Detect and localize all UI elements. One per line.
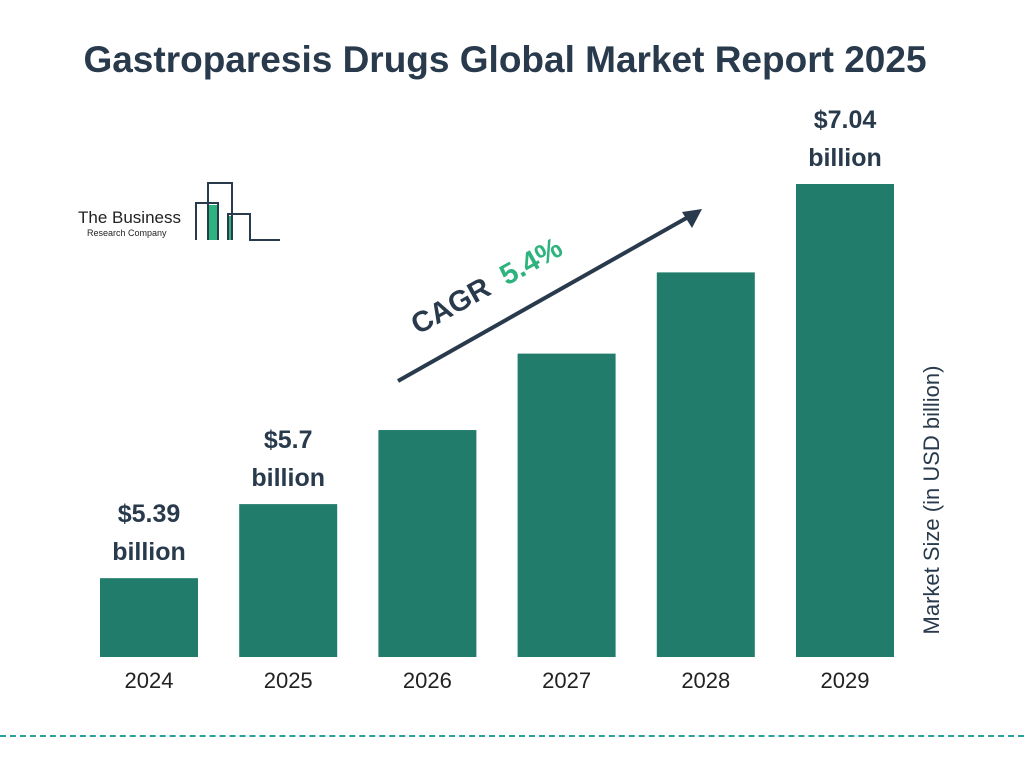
logo-outline — [195, 182, 280, 241]
x-tick-label: 2026 — [403, 668, 452, 693]
data-label: $5.7 billion — [251, 426, 325, 492]
x-tick-label: 2025 — [264, 668, 313, 693]
cagr-arrow-head — [682, 209, 702, 228]
logo-line2: Research Company — [87, 228, 167, 238]
cagr-value: 5.4% — [495, 232, 569, 292]
bar-2024 — [100, 578, 198, 657]
bar-2025 — [239, 504, 338, 657]
company-logo: The Business Research Company — [78, 182, 280, 241]
bar-2029 — [796, 184, 894, 657]
x-tick-label: 2027 — [542, 668, 591, 693]
footer-divider — [0, 735, 1024, 737]
cagr-arrow-line — [397, 214, 691, 383]
chart-title: Gastroparesis Drugs Global Market Report… — [83, 39, 927, 80]
logo-line1: The Business — [78, 208, 181, 227]
bar-2028 — [656, 272, 755, 657]
data-label: $7.04 billion — [808, 106, 882, 172]
cagr-label: CAGR — [406, 272, 496, 341]
x-tick-label: 2028 — [681, 668, 730, 693]
x-tick-label: 2029 — [821, 668, 870, 693]
data-label: $5.39 billion — [112, 500, 186, 566]
logo-bar — [208, 205, 217, 240]
bar-2027 — [517, 353, 616, 657]
bar-2026 — [378, 430, 477, 657]
x-tick-label: 2024 — [125, 668, 174, 693]
svg-text:CAGR 5.4%: CAGR 5.4% — [406, 232, 568, 341]
logo-bar — [228, 216, 232, 240]
